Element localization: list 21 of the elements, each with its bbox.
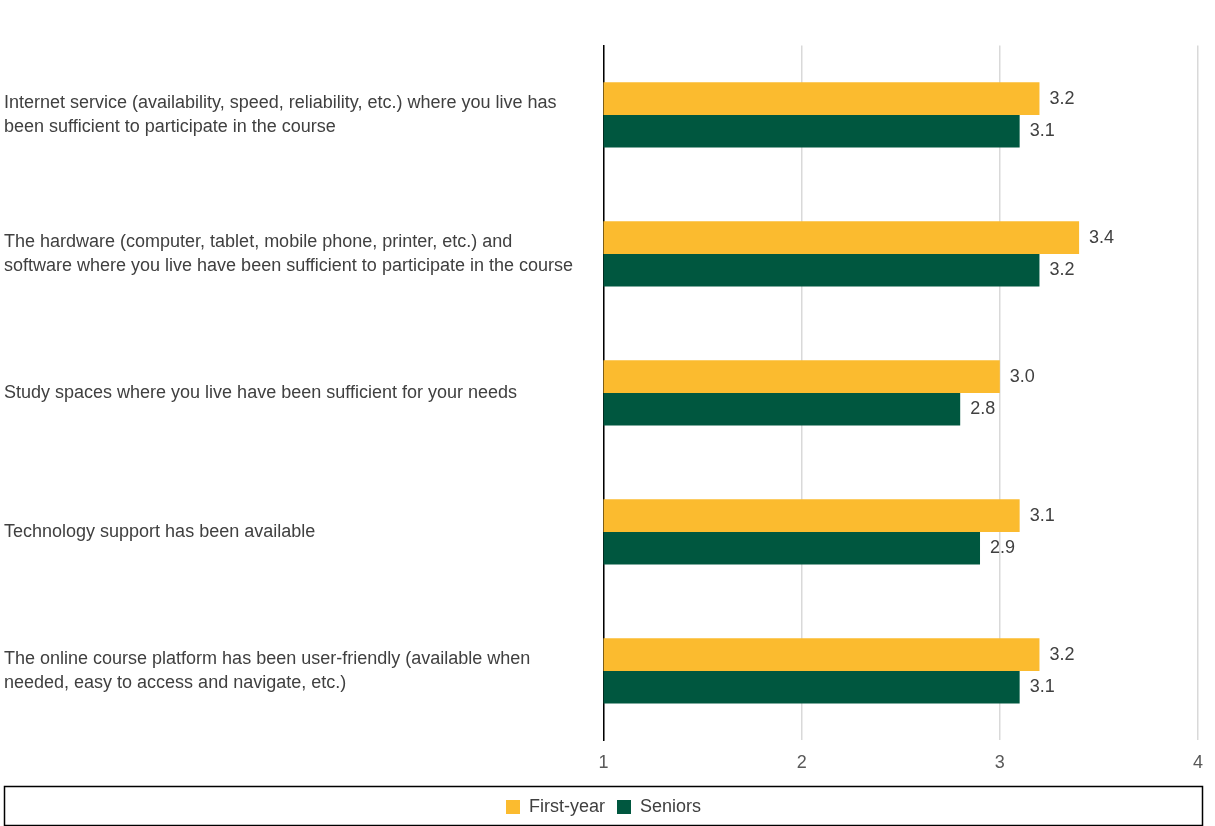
- x-tick-label: 2: [796, 752, 807, 773]
- data-label: 3.2: [1049, 643, 1075, 664]
- x-tick-label: 1: [598, 752, 609, 773]
- x-tick-label: 4: [1192, 752, 1203, 773]
- y-tick-label: Internet service (availability, speed, reliability, etc.) where you live has been sufficient to participate in the course: [4, 92, 557, 136]
- data-label: 3.0: [1009, 365, 1035, 386]
- legend-label: First-year: [528, 795, 605, 816]
- data-label: 3.1: [1029, 120, 1055, 141]
- y-tick-label: Study spaces where you live have been sufficient for your needs: [4, 381, 517, 402]
- y-tick-label: Technology support has been available: [4, 520, 316, 541]
- legend-label: Seniors: [639, 795, 702, 816]
- data-label: 2.8: [970, 398, 996, 419]
- data-label: 2.9: [990, 537, 1016, 558]
- data-label: 3.1: [1029, 676, 1055, 697]
- data-label: 3.2: [1049, 87, 1075, 108]
- data-label: 3.2: [1049, 259, 1075, 280]
- y-tick-label: The hardware (computer, tablet, mobile phone, printer, etc.) and software where you live have been sufficient to participate in the course: [4, 231, 573, 275]
- data-label: 3.1: [1029, 504, 1055, 525]
- data-label: 3.4: [1089, 226, 1115, 247]
- y-tick-label: The online course platform has been user-friendly (available when needed, easy to access and navigate, etc.): [4, 648, 531, 692]
- x-tick-label: 3: [994, 752, 1005, 773]
